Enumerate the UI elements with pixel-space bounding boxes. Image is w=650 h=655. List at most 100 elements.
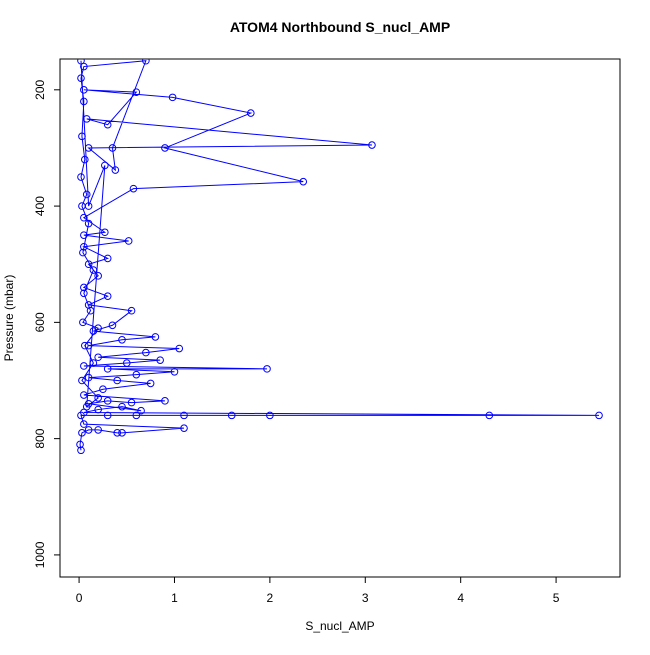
x-tick-label: 5: [553, 591, 560, 605]
data-point: [227, 411, 236, 420]
data-point: [156, 356, 164, 364]
y-tick-label: 200: [33, 79, 47, 99]
data-point: [84, 426, 93, 434]
data-point: [82, 190, 91, 199]
data-point: [84, 202, 93, 210]
data-point: [161, 397, 169, 405]
data-point: [99, 385, 107, 394]
data-point: [113, 376, 122, 385]
data-point: [82, 115, 91, 123]
data-point: [94, 272, 102, 280]
data-point: [86, 306, 95, 315]
data-point: [78, 376, 86, 385]
plot-frame: [59, 58, 621, 578]
data-point: [368, 141, 376, 149]
data-point: [80, 408, 88, 417]
data-point: [180, 411, 188, 420]
x-tick-label: 3: [362, 591, 369, 605]
y-tick-label: 1000: [33, 541, 47, 568]
data-point: [84, 373, 93, 382]
data-point: [118, 402, 126, 411]
data-point: [175, 344, 184, 353]
x-tick-label: 1: [171, 591, 178, 605]
data-point: [80, 242, 88, 251]
data-point: [81, 341, 89, 350]
data-point: [108, 144, 117, 152]
data-point: [127, 306, 136, 315]
data-point: [103, 254, 112, 263]
data-point: [595, 411, 603, 420]
data-point: [127, 398, 136, 407]
data-point: [299, 177, 308, 186]
data-point: [78, 132, 86, 141]
data-point: [84, 219, 93, 228]
data-point: [80, 231, 88, 239]
data-point: [82, 402, 91, 411]
data-point: [80, 420, 88, 428]
x-tick-label: 0: [76, 591, 83, 605]
y-tick-label: 600: [33, 312, 47, 332]
data-point: [77, 74, 85, 82]
data-point: [78, 429, 86, 437]
data-point: [101, 161, 109, 170]
data-point: [80, 62, 88, 71]
data-point: [113, 429, 122, 437]
data-point: [94, 324, 102, 332]
data-point: [103, 397, 112, 405]
data-point: [103, 292, 112, 300]
data-point: [266, 411, 274, 420]
data-point: [485, 411, 494, 420]
data-point: [103, 120, 112, 129]
data-point: [81, 155, 89, 164]
data-point: [103, 411, 112, 420]
data-point: [101, 228, 109, 237]
data-point: [118, 429, 126, 437]
data-point: [108, 321, 117, 330]
data-point: [103, 365, 112, 373]
y-axis-label: Pressure (mbar): [2, 275, 16, 362]
data-point: [111, 166, 120, 174]
data-point: [180, 424, 188, 432]
data-point: [89, 359, 98, 367]
data-point: [170, 367, 179, 376]
data-point: [76, 440, 84, 449]
data-point: [146, 379, 155, 388]
data-point: [94, 405, 102, 414]
data-point: [89, 266, 98, 274]
data-point: [94, 426, 102, 434]
data-point: [122, 359, 131, 367]
chart-title: ATOM4 Northbound S_nucl_AMP: [230, 19, 450, 35]
data-point: [124, 237, 133, 245]
x-tick-label: 2: [267, 591, 274, 605]
data-point: [77, 173, 85, 181]
data-point: [79, 248, 87, 257]
data-point: [80, 97, 88, 106]
x-axis-label: S_nucl_AMP: [305, 619, 374, 633]
data-point: [80, 362, 88, 370]
data-point: [84, 144, 93, 152]
data-point: [84, 341, 93, 350]
data-point: [129, 184, 138, 193]
data-point: [80, 213, 88, 222]
data-point: [84, 260, 93, 269]
data-line: [79, 60, 600, 451]
data-point: [161, 144, 169, 152]
data-point: [142, 348, 150, 357]
data-point: [80, 289, 88, 298]
data-point: [80, 283, 88, 292]
y-tick-label: 800: [33, 428, 47, 448]
data-point: [151, 333, 160, 341]
data-point: [94, 394, 102, 402]
data-point: [79, 318, 87, 327]
data-point: [118, 336, 126, 344]
data-point: [77, 59, 85, 65]
data-point: [132, 88, 141, 96]
data-point: [77, 446, 85, 455]
data-point: [137, 406, 145, 415]
y-tick-label: 400: [33, 196, 47, 216]
data-point: [132, 411, 141, 420]
data-point: [142, 59, 150, 65]
data-point: [94, 353, 102, 362]
